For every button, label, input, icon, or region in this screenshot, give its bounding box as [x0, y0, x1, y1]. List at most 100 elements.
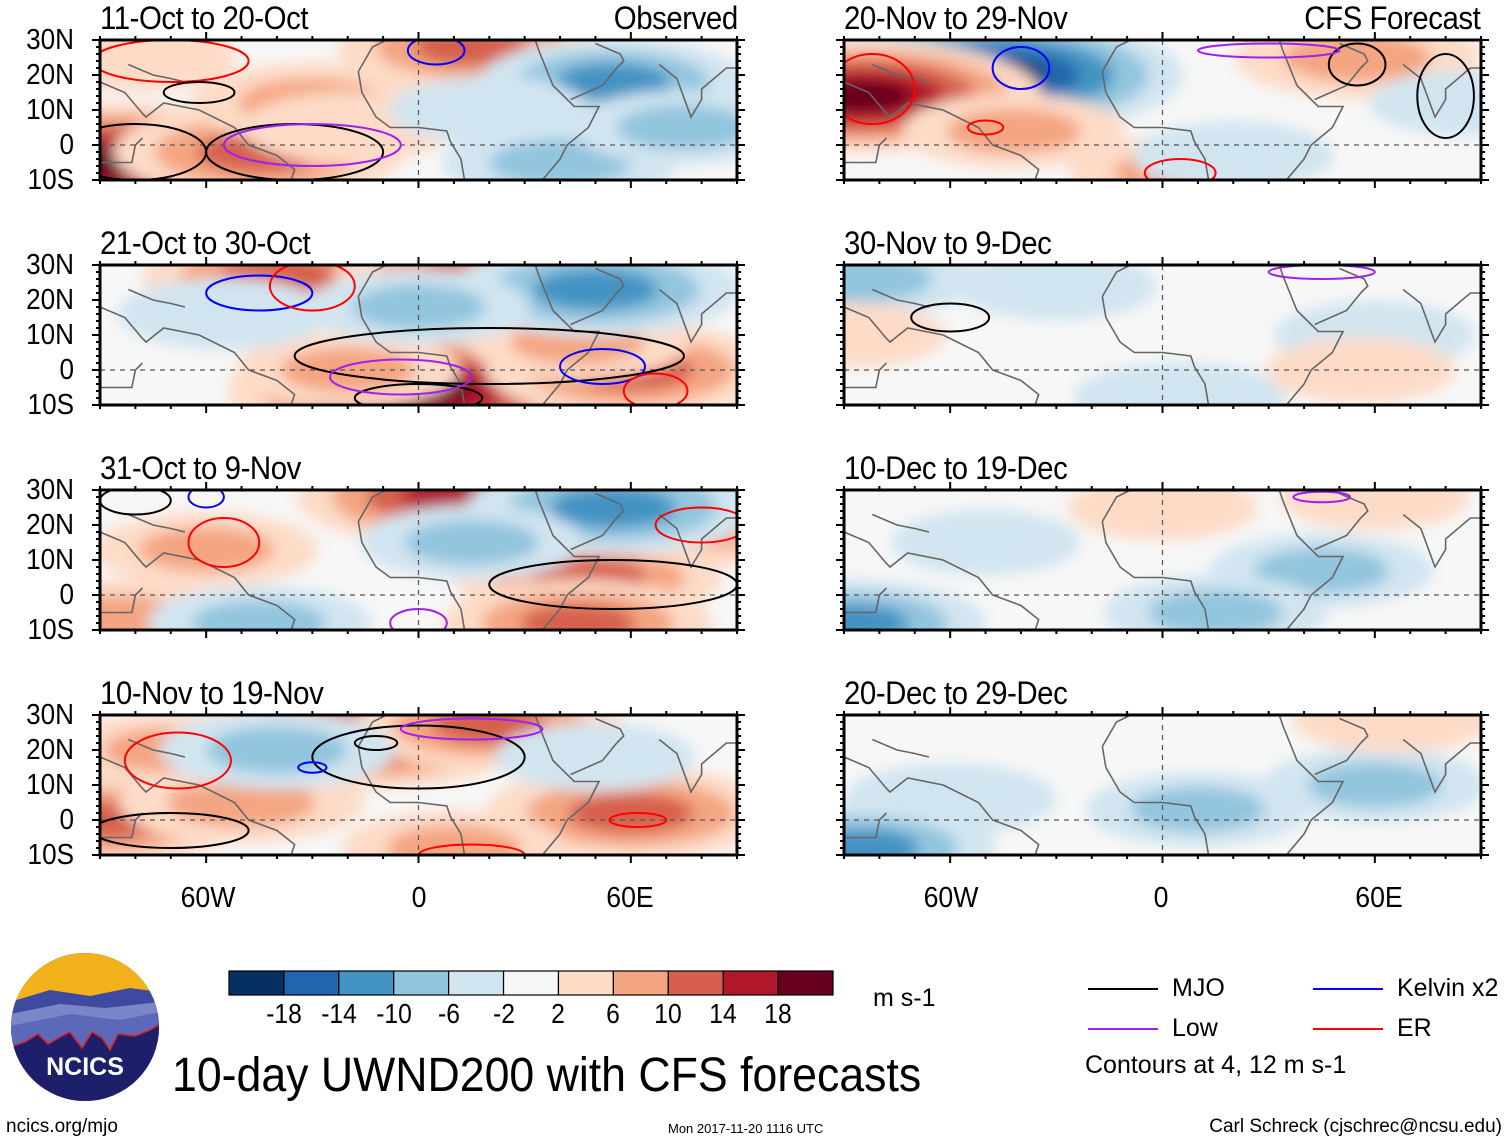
coastline	[127, 513, 186, 533]
panel-title: 10-Dec to 19-Dec	[844, 450, 1068, 486]
coastline	[1402, 288, 1481, 344]
coastline	[100, 587, 144, 614]
colorbar-label: 14	[709, 998, 737, 1029]
coastline	[844, 362, 888, 389]
anomaly-fill	[844, 604, 909, 630]
coastline	[658, 63, 737, 119]
anomaly-fill	[844, 302, 946, 368]
coastline	[534, 40, 601, 180]
coastline	[1402, 738, 1481, 794]
anomaly-fill	[550, 490, 676, 528]
coastline	[1402, 63, 1481, 119]
colorbar-label: -18	[266, 998, 302, 1029]
anomaly-fill	[844, 80, 911, 112]
panel-title: 20-Dec to 29-Dec	[844, 675, 1068, 711]
coastline	[357, 296, 466, 405]
mjo-contour	[311, 724, 526, 790]
kelvin-contour	[205, 274, 314, 312]
coastline	[871, 288, 930, 308]
url-label: ncics.org/mjo	[6, 1116, 118, 1137]
colorbar-swatch	[612, 970, 669, 996]
low-contour	[1292, 490, 1352, 504]
mjo-contour	[910, 302, 991, 333]
coastline	[100, 306, 296, 405]
colorbar-label: 10	[654, 998, 682, 1029]
author-label: Carl Schreck (cjschrec@ncsu.edu)	[1209, 1116, 1502, 1137]
y-tick-label: 20N	[26, 59, 74, 91]
colorbar-label: 6	[606, 998, 621, 1029]
map-panel	[836, 32, 1489, 188]
y-tick-label: 30N	[26, 699, 74, 731]
anomaly-fill	[1148, 590, 1283, 630]
low-contour	[1196, 42, 1341, 59]
coastline	[1101, 521, 1210, 630]
coastline	[100, 812, 144, 839]
coastline	[1278, 490, 1345, 630]
coastline	[1314, 42, 1369, 101]
coastline	[1101, 40, 1132, 72]
coastline	[871, 738, 930, 758]
legend-label: Low	[1172, 1014, 1218, 1042]
kelvin-contour	[406, 40, 466, 66]
coastline	[100, 362, 144, 389]
panel-title: 31-Oct to 9-Nov	[100, 450, 301, 486]
anomaly-fill	[955, 265, 1157, 321]
y-tick-label: 10S	[27, 614, 75, 646]
coastline	[1278, 40, 1345, 180]
coastline	[570, 717, 625, 776]
y-tick-label: 20N	[26, 284, 74, 316]
coastline	[1314, 492, 1369, 551]
coastline	[1101, 71, 1210, 180]
panel-title: 30-Nov to 9-Dec	[844, 225, 1052, 261]
contour-note: Contours at 4, 12 m s-1	[1085, 1051, 1347, 1079]
er-contour	[100, 40, 250, 83]
coastline	[357, 265, 388, 297]
anomaly-fill	[388, 75, 590, 145]
forecast-label: CFS Forecast	[1303, 0, 1481, 36]
low-contour	[389, 608, 448, 630]
map-panel	[836, 257, 1489, 413]
colorbar-swatch	[557, 970, 614, 996]
coastline	[1101, 746, 1210, 855]
anomaly-fill	[1132, 121, 1334, 180]
y-tick-label: 30N	[26, 474, 74, 506]
panel-title: 10-Nov to 19-Nov	[100, 675, 324, 711]
mjo-contour	[100, 812, 250, 849]
kelvin-contour	[187, 490, 225, 509]
colorbar-label: -2	[492, 998, 515, 1029]
y-tick-label: 10N	[26, 319, 74, 351]
colorbar-swatch	[283, 970, 340, 996]
anomaly-fill	[890, 509, 1081, 576]
observed-label: Observed	[614, 0, 738, 36]
anomaly-fill	[404, 520, 539, 565]
coastline	[127, 288, 186, 308]
y-tick-label: 20N	[26, 509, 74, 541]
coastline	[357, 71, 466, 180]
colorbar-label: 18	[764, 998, 792, 1029]
mjo-contour	[100, 490, 172, 516]
anomaly-fill	[192, 600, 327, 630]
er-contour	[608, 812, 668, 828]
y-tick-label: 10S	[27, 164, 75, 196]
coastline	[844, 81, 1040, 180]
anomaly-fill	[1283, 40, 1432, 82]
mjo-contour	[353, 383, 484, 405]
anomaly-fill	[139, 527, 274, 572]
y-tick-label: 10S	[27, 839, 75, 871]
coastline	[357, 521, 466, 630]
ncics-logo: NCICS	[11, 953, 159, 1101]
mjo-contour	[488, 559, 737, 610]
colorbar-label: -14	[321, 998, 357, 1029]
panel-title: 20-Nov to 29-Nov	[844, 0, 1068, 36]
legend-label: ER	[1397, 1014, 1432, 1042]
coastline	[127, 63, 186, 83]
coastline	[844, 306, 1040, 405]
y-tick-label: 20N	[26, 734, 74, 766]
colorbar-swatch	[502, 970, 560, 996]
anomaly-fill	[844, 265, 933, 303]
er-contour	[966, 119, 1005, 136]
coastline	[1278, 715, 1345, 855]
coastline	[1101, 265, 1132, 297]
anomaly-fill	[386, 825, 521, 855]
